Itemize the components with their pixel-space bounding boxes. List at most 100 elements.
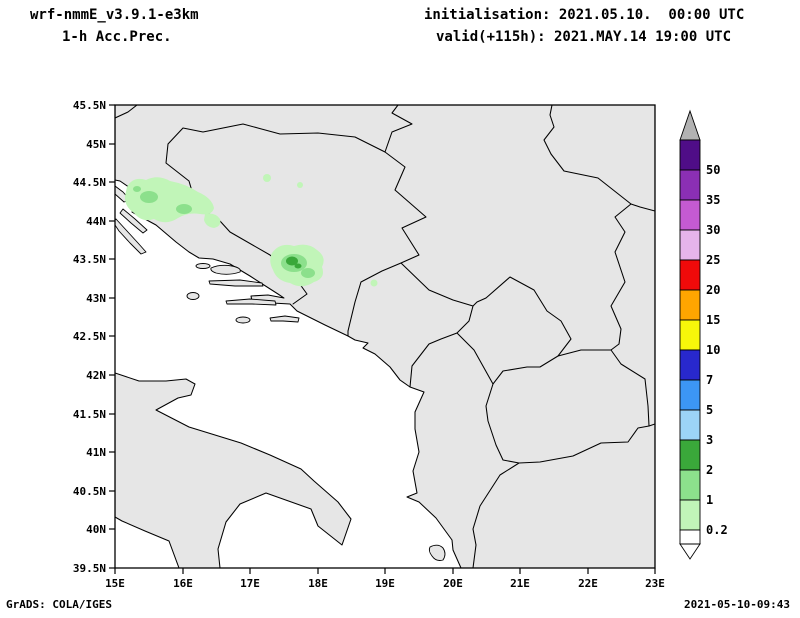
y-tick-label: 43N bbox=[86, 292, 106, 305]
italy-landmass bbox=[115, 372, 352, 568]
colorbar-segment bbox=[679, 349, 701, 381]
x-tick-label: 22E bbox=[578, 577, 598, 590]
x-tick-label: 15E bbox=[105, 577, 125, 590]
valid-time: valid(+115h): 2021.MAY.14 19:00 UTC bbox=[436, 29, 732, 45]
border-albania-greece bbox=[472, 462, 520, 568]
colorbar-label: 25 bbox=[706, 253, 720, 267]
y-tick-label: 40.5N bbox=[73, 485, 106, 498]
border-macedonia-albania bbox=[485, 383, 520, 464]
precip-light-dot bbox=[297, 182, 303, 188]
precip-light-patch-nw bbox=[124, 177, 214, 223]
y-tick-label: 43.5N bbox=[73, 253, 106, 266]
grads-credit: GrADS: COLA/IGES bbox=[6, 598, 112, 611]
initialisation-time: initialisation: 2021.05.10. 00:00 UTC bbox=[424, 7, 745, 23]
colorbar-label: 3 bbox=[706, 433, 713, 447]
colorbar-segment bbox=[679, 499, 701, 531]
colorbar-label: 10 bbox=[706, 343, 720, 357]
island-mljet bbox=[269, 315, 300, 323]
island-hvar bbox=[208, 279, 264, 287]
x-tick-label: 16E bbox=[173, 577, 193, 590]
y-tick-label: 39.5N bbox=[73, 562, 106, 575]
border-serbia-montenegro bbox=[400, 262, 474, 307]
y-tick-label: 40N bbox=[86, 523, 106, 536]
border-serbia-macedonia bbox=[557, 349, 612, 357]
product-title: 1-h Acc.Prec. bbox=[62, 29, 172, 45]
colorbar-label: 0.2 bbox=[706, 523, 728, 537]
colorbar-label: 7 bbox=[706, 373, 713, 387]
colorbar-label: 20 bbox=[706, 283, 720, 297]
precip-medium-spot bbox=[133, 186, 141, 192]
colorbar-label: 15 bbox=[706, 313, 720, 327]
border-serbia-bulgaria bbox=[610, 203, 632, 351]
y-axis-ticks bbox=[109, 104, 115, 569]
border-bosnia-serbia-montenegro bbox=[347, 151, 427, 337]
border-slovenia-croatia bbox=[115, 105, 138, 119]
colorbar-segment bbox=[679, 259, 701, 291]
border-macedonia-bulgaria bbox=[610, 349, 650, 427]
precip-medium-spot bbox=[176, 204, 192, 214]
precip-medium-spot bbox=[140, 191, 158, 203]
precip-medium-spot bbox=[301, 268, 315, 278]
y-tick-label: 45.5N bbox=[73, 99, 106, 112]
colorbar-label: 1 bbox=[706, 493, 713, 507]
x-axis-ticks bbox=[114, 568, 656, 574]
colorbar-segment bbox=[679, 169, 701, 201]
border-greece-bulgaria bbox=[648, 423, 655, 427]
colorbar-segment bbox=[679, 529, 701, 545]
x-tick-label: 23E bbox=[645, 577, 665, 590]
colorbar-segment bbox=[679, 289, 701, 321]
island-ugljan-pasman bbox=[119, 208, 148, 234]
colorbar-label: 50 bbox=[706, 163, 720, 177]
border-serbia-romania bbox=[543, 105, 632, 205]
colorbar-segment bbox=[679, 469, 701, 501]
x-tick-label: 18E bbox=[308, 577, 328, 590]
colorbar-overflow-arrow bbox=[679, 109, 701, 141]
x-tick-label: 17E bbox=[240, 577, 260, 590]
y-tick-label: 41.5N bbox=[73, 408, 106, 421]
precip-dark-core bbox=[286, 256, 298, 266]
y-tick-label: 41N bbox=[86, 446, 106, 459]
colorbar-label: 30 bbox=[706, 223, 720, 237]
balkan-landmass bbox=[115, 105, 655, 568]
colorbar-label: 5 bbox=[706, 403, 713, 417]
precip-light-dot bbox=[263, 174, 271, 182]
island-korcula bbox=[225, 298, 277, 306]
x-tick-label: 20E bbox=[443, 577, 463, 590]
island-lastovo bbox=[235, 316, 251, 324]
island-dugi-otok bbox=[115, 218, 147, 255]
border-croatia-serbia bbox=[384, 105, 413, 153]
island-solta bbox=[195, 263, 211, 269]
border-romania-bulgaria bbox=[630, 203, 655, 212]
colorbar-segment bbox=[679, 439, 701, 471]
colorbar-underflow-arrow bbox=[679, 543, 701, 560]
model-title: wrf-nmmE_v3.9.1-e3km bbox=[30, 7, 199, 23]
island-brac bbox=[210, 264, 241, 275]
y-tick-label: 44N bbox=[86, 215, 106, 228]
precipitation-field bbox=[124, 174, 378, 287]
colorbar-segment bbox=[679, 229, 701, 261]
creation-timestamp: 2021-05-10-09:43 bbox=[684, 598, 790, 611]
border-macedonia-greece bbox=[518, 425, 650, 464]
precip-dark-core bbox=[294, 263, 302, 269]
precip-light-dot bbox=[370, 279, 378, 287]
border-montenegro-albania bbox=[409, 332, 458, 388]
colorbar-segment bbox=[679, 319, 701, 351]
colorbar-segment bbox=[679, 379, 701, 411]
colorbar: 50 35 30 25 20 15 10 7 5 3 2 1 0.2 bbox=[679, 109, 728, 560]
colorbar-segment bbox=[679, 409, 701, 441]
precip-light-patch-nw2 bbox=[204, 213, 221, 228]
y-tick-label: 42.5N bbox=[73, 330, 106, 343]
y-tick-label: 45N bbox=[86, 138, 106, 151]
colorbar-label: 2 bbox=[706, 463, 713, 477]
colorbar-label: 35 bbox=[706, 193, 720, 207]
island-vis bbox=[186, 292, 200, 300]
colorbar-segment bbox=[679, 199, 701, 231]
x-tick-label: 19E bbox=[375, 577, 395, 590]
island-corfu bbox=[428, 544, 446, 561]
x-tick-label: 21E bbox=[510, 577, 530, 590]
y-tick-label: 44.5N bbox=[73, 176, 106, 189]
colorbar-segment bbox=[679, 139, 701, 171]
y-tick-label: 42N bbox=[86, 369, 106, 382]
